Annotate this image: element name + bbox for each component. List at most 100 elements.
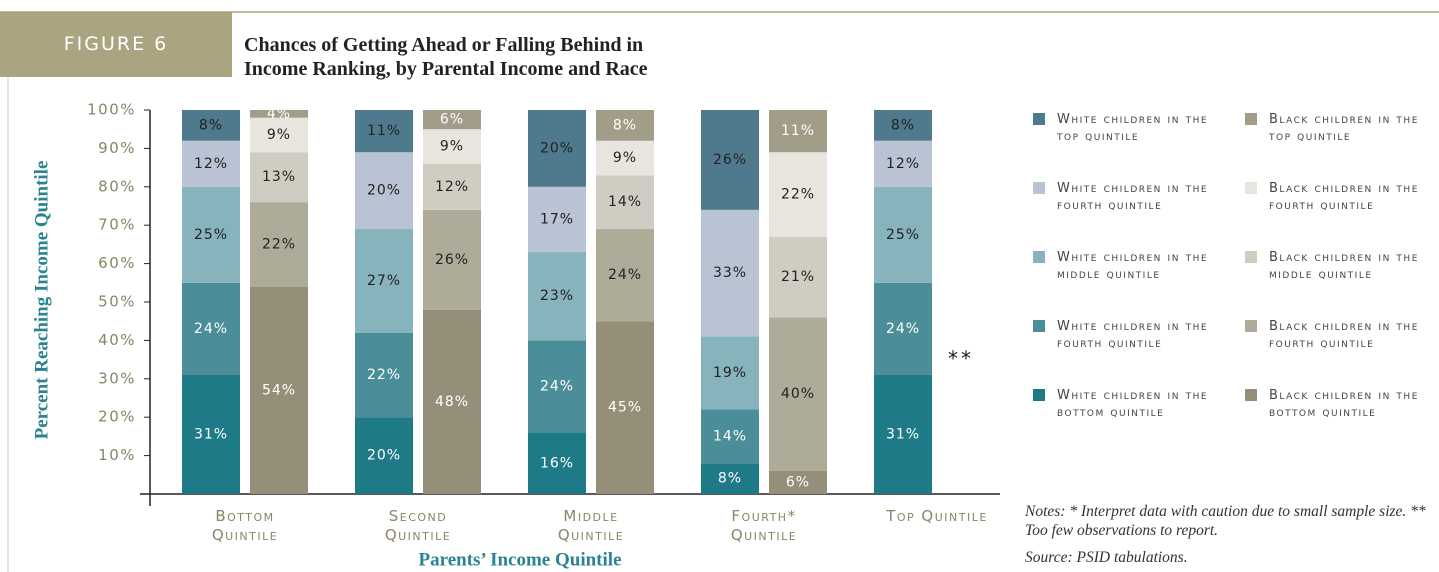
- bar-segment: [528, 186, 586, 253]
- legend-label: Black children in the fourth quintile: [1269, 319, 1419, 351]
- bar-segment: [355, 110, 413, 153]
- value-label: 25%: [194, 227, 228, 243]
- value-label: 21%: [781, 269, 815, 285]
- legend-label: Black children in the top quintile: [1269, 112, 1419, 144]
- value-label: 40%: [781, 386, 815, 402]
- bar-segment: [701, 409, 759, 464]
- bar-segment: [182, 140, 240, 187]
- bars: [182, 110, 932, 494]
- bar-segment: [701, 463, 759, 494]
- value-label: 23%: [540, 288, 574, 304]
- value-label: 6%: [786, 474, 810, 490]
- value-label: 14%: [713, 428, 747, 444]
- bar-segment: [596, 229, 654, 322]
- value-label: 12%: [435, 179, 469, 195]
- bar-segment: [423, 309, 481, 494]
- value-label: 20%: [367, 183, 401, 199]
- value-label: 8%: [718, 471, 742, 487]
- bar-segment: [423, 209, 481, 310]
- bar-segment: [423, 163, 481, 210]
- legend-swatch: [1245, 251, 1257, 263]
- legend-swatch: [1245, 320, 1257, 332]
- bar-segment: [355, 229, 413, 333]
- y-tick-label: 30%: [98, 369, 136, 387]
- value-label: 48%: [435, 394, 469, 410]
- x-tick-label: Bottom Quintile: [211, 507, 279, 544]
- value-label: 14%: [608, 194, 642, 210]
- bar-segment: [528, 252, 586, 341]
- value-label: 33%: [713, 265, 747, 281]
- bar-segment: [528, 110, 586, 187]
- bar-segment: [874, 140, 932, 187]
- value-label: 9%: [613, 150, 637, 166]
- value-label: 22%: [367, 367, 401, 383]
- legend-swatch: [1033, 182, 1045, 194]
- bar-segment: [250, 286, 308, 494]
- legend-label: Black children in the bottom quintile: [1269, 388, 1419, 420]
- chart-title: Income Ranking, by Parental Income and R…: [244, 58, 648, 80]
- value-label: 13%: [262, 169, 296, 185]
- legend-swatch: [1033, 251, 1045, 263]
- value-label: 24%: [608, 267, 642, 283]
- legend-swatch: [1245, 182, 1257, 194]
- y-tick-label: 20%: [98, 408, 136, 426]
- value-label: 11%: [781, 123, 815, 139]
- legend-label: White children in the middle quintile: [1057, 250, 1209, 282]
- x-axis-label: Parents’ Income Quintile: [419, 549, 622, 570]
- bar-segment: [769, 152, 827, 237]
- bar-segment: [874, 374, 932, 494]
- bar-segment: [874, 186, 932, 283]
- value-label: 8%: [199, 117, 223, 133]
- x-tick-label: Second Quintile: [384, 507, 452, 544]
- y-tick-label: 80%: [98, 177, 136, 195]
- legend-swatch: [1033, 389, 1045, 401]
- bar-segment: [769, 236, 827, 318]
- value-label: 6%: [440, 112, 464, 128]
- value-label: 12%: [194, 156, 228, 172]
- value-label: 4%: [267, 106, 291, 122]
- value-label: 45%: [608, 400, 642, 416]
- value-label: 24%: [886, 321, 920, 337]
- bar-segment: [355, 417, 413, 494]
- bar-segment: [182, 186, 240, 283]
- y-axis-label: Percent Reaching Income Quintile: [31, 161, 52, 440]
- value-label: 11%: [367, 123, 401, 139]
- x-tick-label: Top Quintile: [886, 507, 988, 525]
- value-label: 31%: [194, 426, 228, 442]
- legend-swatch: [1033, 113, 1045, 125]
- bar-segment: [596, 175, 654, 230]
- value-label: 54%: [262, 382, 296, 398]
- y-tick-label: 90%: [98, 139, 136, 157]
- chart-title: Chances of Getting Ahead or Falling Behi…: [244, 34, 644, 56]
- value-label: 16%: [540, 455, 574, 471]
- bar-segment: [701, 336, 759, 410]
- annotation: **: [948, 347, 974, 371]
- value-label: 22%: [262, 236, 296, 252]
- value-label: 25%: [886, 227, 920, 243]
- legend-swatch: [1245, 113, 1257, 125]
- legend-label: White children in the fourth quintile: [1057, 319, 1209, 351]
- value-label: 20%: [540, 140, 574, 156]
- legend-label: White children in the fourth quintile: [1057, 181, 1209, 213]
- value-label: 9%: [440, 138, 464, 154]
- value-label: 22%: [781, 186, 815, 202]
- legend-swatch: [1033, 320, 1045, 332]
- bar-segment: [250, 152, 308, 203]
- bar-segment: [423, 129, 481, 164]
- value-label: 20%: [367, 448, 401, 464]
- bar-segment: [769, 110, 827, 153]
- value-labels: 31% 24% 25% 12% 8% 54% 22% 13% 9% 4% 20% 22% 27% 20% 1…: [194, 106, 920, 491]
- bar-segment: [250, 110, 308, 118]
- figure-label: FIGURE 6: [0, 12, 232, 77]
- value-label: 24%: [194, 321, 228, 337]
- bar-segment: [250, 202, 308, 287]
- source: Source: PSID tabulations.: [1025, 549, 1188, 566]
- bar-segment: [182, 282, 240, 375]
- x-tick-label: Fourth* Quintile: [730, 507, 798, 544]
- bar-segment: [596, 140, 654, 176]
- bar-segment: [528, 340, 586, 433]
- legend-label: Black children in the fourth quintile: [1269, 181, 1419, 213]
- bar-segment: [182, 374, 240, 494]
